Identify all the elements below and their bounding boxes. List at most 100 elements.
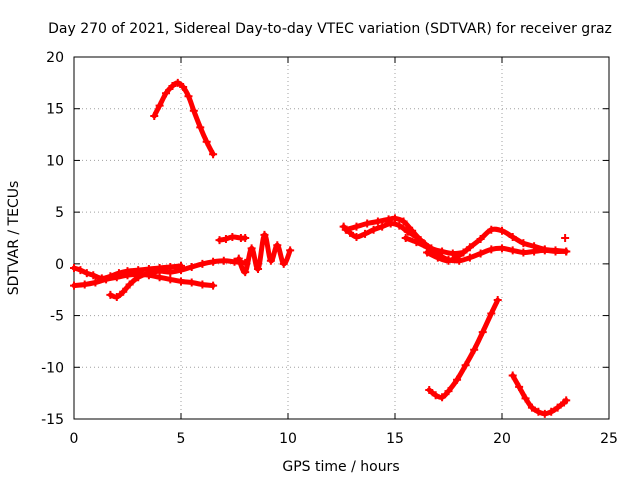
data-point-marker (444, 256, 453, 265)
data-point-marker (112, 273, 121, 282)
y-tick-label: 20 (46, 50, 64, 66)
data-point-marker (221, 235, 230, 244)
data-point-marker (279, 259, 288, 268)
data-point-marker (423, 248, 432, 257)
data-point-marker (219, 256, 228, 265)
data-point-marker (391, 214, 399, 223)
y-tick-label: -15 (41, 412, 64, 428)
series-arc-06 (234, 230, 295, 277)
y-tick-label: 10 (46, 153, 64, 169)
data-point-marker (76, 266, 85, 275)
data-point-marker (530, 242, 539, 251)
data-point-marker (247, 244, 256, 253)
data-point-marker (341, 225, 350, 234)
data-point-marker (202, 137, 211, 146)
data-point-marker (209, 150, 218, 159)
data-point-marker (476, 249, 485, 258)
data-point-marker (187, 278, 196, 287)
series-arc-11 (425, 296, 502, 402)
data-point-marker (399, 217, 408, 226)
data-point-marker (106, 290, 115, 299)
data-point-marker (461, 361, 470, 370)
data-point-marker (508, 371, 517, 380)
x-tick-label: 5 (177, 431, 186, 447)
data-point-marker (561, 234, 570, 242)
data-point-marker (378, 222, 387, 231)
data-point-marker (352, 222, 361, 231)
data-point-marker (241, 268, 250, 277)
data-point-marker (515, 382, 524, 391)
series-point-01 (561, 234, 570, 242)
data-point-marker (519, 248, 528, 257)
data-point-marker (384, 215, 393, 224)
data-point-marker (196, 123, 205, 132)
data-point-marker (431, 391, 440, 400)
data-point-marker (553, 403, 562, 412)
data-point-marker (455, 251, 464, 260)
data-point-marker (519, 239, 528, 248)
data-point-marker (562, 247, 571, 256)
series-arc-07 (339, 219, 429, 249)
data-point-marker (155, 101, 164, 110)
series-arc-12 (508, 371, 571, 418)
x-tick-label: 15 (386, 431, 404, 447)
data-point-marker (363, 219, 372, 228)
x-tick-label: 20 (493, 431, 511, 447)
data-point-marker (508, 246, 517, 255)
axis-ticks: 0 5 10 15 20 25 -15 -10 -5 0 5 10 15 20 (41, 50, 618, 447)
data-point-marker (408, 226, 417, 235)
data-point-marker (487, 309, 496, 318)
data-point-marker (230, 257, 239, 266)
y-tick-label: -10 (41, 360, 64, 376)
data-point-marker (125, 280, 134, 289)
data-point-marker (493, 296, 502, 305)
data-point-marker (91, 278, 100, 287)
data-point-marker (521, 394, 530, 403)
data-point-marker (487, 225, 496, 234)
y-tick-label: 15 (46, 102, 64, 118)
data-point-marker (465, 243, 474, 252)
data-point-marker (534, 407, 543, 416)
grid (74, 57, 609, 419)
data-point-marker (234, 254, 243, 263)
data-point-marker (82, 269, 91, 278)
data-point-marker (179, 82, 188, 91)
series-arc-05 (215, 232, 250, 245)
y-tick-label: -5 (50, 309, 64, 325)
data-point-marker (102, 275, 111, 284)
data-point-marker (123, 271, 132, 280)
data-point-marker (168, 81, 177, 90)
y-axis-label: SDTVAR / TECUs (6, 181, 22, 296)
y-tick-label: 0 (55, 257, 64, 273)
data-point-marker (144, 269, 153, 278)
data-point-marker (438, 393, 447, 402)
data-point-marker (373, 217, 382, 226)
data-point-marker (412, 238, 421, 247)
data-point-marker (286, 246, 295, 255)
data-point-marker (166, 268, 175, 277)
data-point-marker (476, 235, 485, 244)
data-point-marker (369, 225, 378, 234)
data-point-marker (508, 232, 517, 241)
data-point-marker (162, 89, 171, 98)
y-tick-label: 5 (55, 205, 64, 221)
data-point-marker (562, 396, 571, 405)
chart-title: Day 270 of 2021, Sidereal Day-to-day VTE… (48, 21, 612, 37)
data-point-marker (260, 230, 269, 239)
data-point-marker (119, 287, 128, 296)
data-point-marker (215, 236, 224, 245)
data-point-marker (273, 241, 282, 250)
series-arc-10 (423, 225, 571, 265)
data-point-marker (527, 403, 536, 412)
data-point-marker (498, 244, 506, 253)
data-point-marker (448, 249, 457, 258)
data-point-marker (70, 263, 78, 272)
data-point-marker (166, 275, 175, 284)
data-point-marker (228, 232, 237, 241)
data-point-marker (187, 262, 196, 271)
data-point-marker (209, 281, 218, 290)
data-point-marker (177, 266, 185, 275)
data-point-marker (478, 328, 487, 337)
data-point-marker (173, 78, 182, 87)
